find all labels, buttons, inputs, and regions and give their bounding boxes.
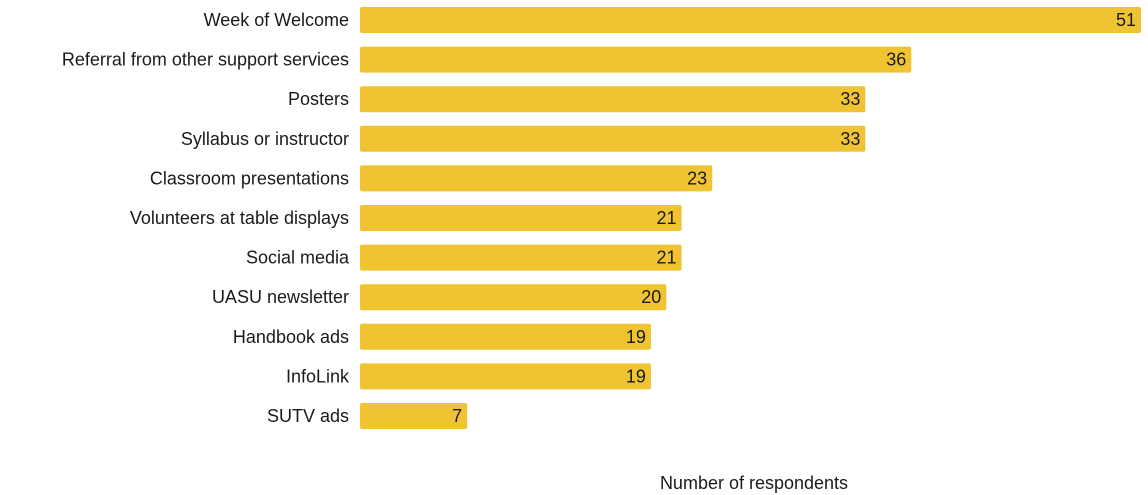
- value-label: 23: [687, 168, 707, 188]
- value-label: 33: [840, 129, 860, 149]
- bar: [360, 403, 468, 429]
- category-labels: Week of Welcome Referral from other suppo…: [62, 10, 350, 426]
- x-axis-title: Number of respondents: [660, 473, 848, 493]
- value-label: 33: [840, 89, 860, 109]
- bar: [360, 323, 651, 350]
- value-label: 51: [1116, 10, 1136, 30]
- value-label: 21: [657, 208, 677, 228]
- bars-group: [360, 7, 1141, 429]
- bar: [360, 284, 667, 311]
- bar: [360, 86, 866, 113]
- value-label: 7: [452, 406, 462, 426]
- category-label: Syllabus or instructor: [181, 129, 349, 149]
- category-label: Social media: [246, 248, 350, 268]
- value-label: 20: [641, 287, 661, 307]
- bar: [360, 7, 1141, 33]
- category-label: Classroom presentations: [150, 168, 349, 188]
- value-label: 36: [886, 50, 906, 70]
- value-labels: 51 36 33 33 23 21 21 20 19 19 7: [452, 10, 1136, 426]
- category-label: InfoLink: [286, 366, 350, 386]
- bar: [360, 165, 713, 192]
- category-label: Week of Welcome: [204, 10, 349, 30]
- bar: [360, 125, 866, 152]
- bar: [360, 363, 651, 390]
- category-label: UASU newsletter: [212, 287, 349, 307]
- bar: [360, 46, 912, 73]
- category-label: Referral from other support services: [62, 50, 349, 70]
- value-label: 21: [657, 248, 677, 268]
- value-label: 19: [626, 366, 646, 386]
- bar: [360, 244, 682, 271]
- bar: [360, 205, 682, 231]
- category-label: SUTV ads: [267, 406, 349, 426]
- category-label: Handbook ads: [233, 327, 349, 347]
- category-label: Volunteers at table displays: [130, 208, 349, 228]
- category-label: Posters: [288, 89, 349, 109]
- value-label: 19: [626, 327, 646, 347]
